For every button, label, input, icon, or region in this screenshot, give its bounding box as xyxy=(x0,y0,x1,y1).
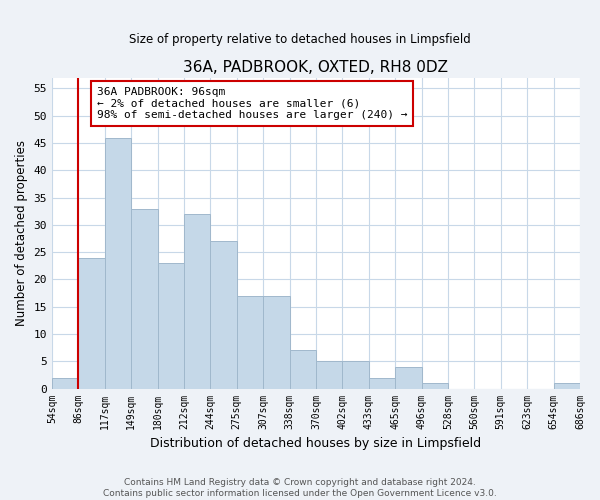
Bar xyxy=(105,138,131,388)
Bar xyxy=(290,350,316,389)
Text: Size of property relative to detached houses in Limpsfield: Size of property relative to detached ho… xyxy=(129,32,471,46)
X-axis label: Distribution of detached houses by size in Limpsfield: Distribution of detached houses by size … xyxy=(151,437,482,450)
Bar xyxy=(369,378,395,388)
Bar xyxy=(211,241,237,388)
Bar xyxy=(395,366,422,388)
Bar xyxy=(158,263,184,388)
Bar xyxy=(554,383,580,388)
Title: 36A, PADBROOK, OXTED, RH8 0DZ: 36A, PADBROOK, OXTED, RH8 0DZ xyxy=(184,60,448,75)
Bar xyxy=(422,383,448,388)
Bar xyxy=(343,362,369,388)
Bar xyxy=(184,214,211,388)
Bar xyxy=(52,378,79,388)
Bar xyxy=(263,296,290,388)
Y-axis label: Number of detached properties: Number of detached properties xyxy=(15,140,28,326)
Bar xyxy=(316,362,343,388)
Bar xyxy=(131,208,158,388)
Bar xyxy=(79,258,105,388)
Bar xyxy=(237,296,263,388)
Text: 36A PADBROOK: 96sqm
← 2% of detached houses are smaller (6)
98% of semi-detached: 36A PADBROOK: 96sqm ← 2% of detached hou… xyxy=(97,87,407,120)
Text: Contains HM Land Registry data © Crown copyright and database right 2024.
Contai: Contains HM Land Registry data © Crown c… xyxy=(103,478,497,498)
